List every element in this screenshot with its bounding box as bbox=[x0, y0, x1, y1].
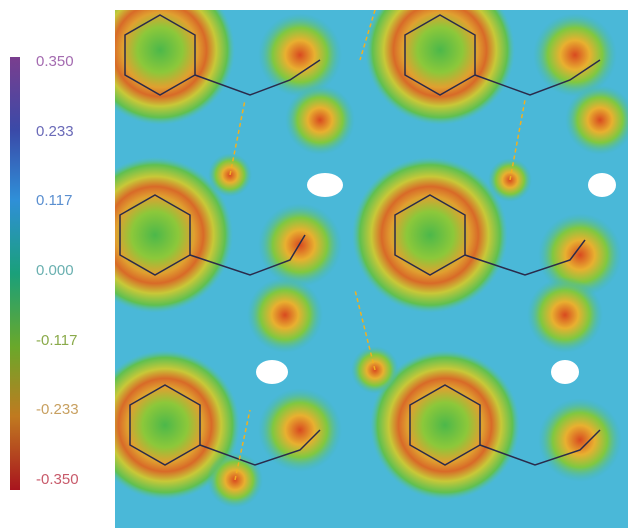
colorbar bbox=[10, 57, 20, 490]
colorbar-tick-label: -0.117 bbox=[36, 332, 77, 349]
colorbar-tick-label: -0.233 bbox=[36, 401, 79, 418]
colorbar-tick-label: 0.000 bbox=[36, 262, 74, 279]
figure: 0.350 0.233 0.117 0.000 -0.117 -0.233 -0.350 bbox=[0, 0, 628, 528]
colorbar-tick-label: 0.117 bbox=[36, 192, 72, 209]
colorbar-tick-label: -0.350 bbox=[36, 471, 79, 488]
colorbar-tick-label: 0.233 bbox=[36, 123, 74, 140]
surface-image bbox=[77, 0, 628, 528]
colorbar-ticks: 0.350 0.233 0.117 0.000 -0.117 -0.233 -0.350 bbox=[36, 53, 79, 488]
colorbar-tick-label: 0.350 bbox=[36, 53, 74, 70]
